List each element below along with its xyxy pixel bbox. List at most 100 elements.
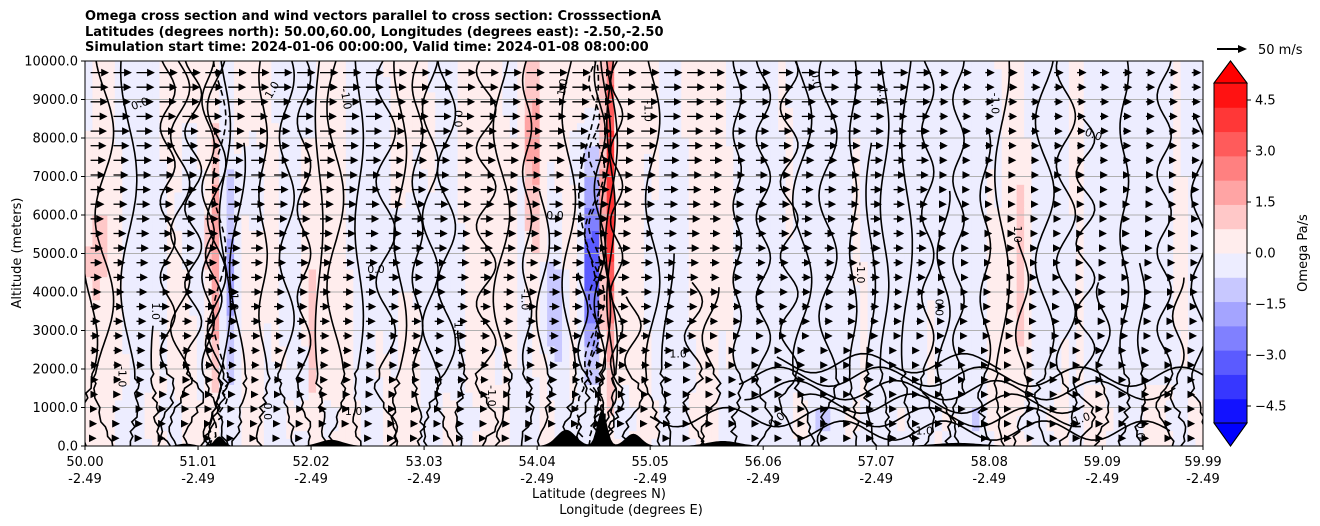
omega-cell bbox=[547, 369, 556, 378]
omega-cell bbox=[248, 230, 258, 239]
omega-cell bbox=[547, 353, 556, 362]
omega-cell bbox=[487, 161, 496, 170]
omega-cell bbox=[755, 245, 764, 255]
omega-cell bbox=[129, 430, 138, 439]
omega-cell bbox=[338, 322, 347, 332]
omega-cell bbox=[234, 361, 243, 370]
omega-cell bbox=[576, 245, 585, 255]
omega-cell bbox=[442, 338, 451, 347]
omega-cell bbox=[711, 315, 720, 324]
omega-cell bbox=[472, 392, 481, 401]
omega-cell bbox=[748, 292, 757, 301]
omega-cell bbox=[696, 330, 705, 339]
omega-cell bbox=[241, 399, 250, 409]
omega-cell bbox=[688, 399, 697, 409]
omega-cell bbox=[644, 130, 653, 139]
omega-cell bbox=[166, 161, 176, 170]
omega-cell bbox=[718, 238, 727, 247]
omega-cell bbox=[614, 222, 623, 231]
omega-cell bbox=[614, 61, 623, 70]
omega-cell bbox=[718, 292, 727, 301]
omega-cell bbox=[793, 315, 802, 324]
omega-cell bbox=[323, 330, 332, 339]
omega-cell bbox=[807, 207, 817, 216]
omega-cell bbox=[480, 207, 489, 216]
omega-cell bbox=[562, 91, 571, 101]
omega-cell bbox=[383, 99, 392, 108]
omega-cell bbox=[398, 161, 407, 170]
omega-cell bbox=[636, 215, 645, 224]
omega-cell bbox=[517, 384, 526, 393]
omega-cell bbox=[427, 245, 436, 255]
omega-cell bbox=[703, 222, 712, 231]
omega-cell bbox=[107, 353, 116, 362]
omega-cell bbox=[196, 276, 205, 285]
omega-cell bbox=[256, 399, 265, 409]
omega-cell bbox=[353, 322, 362, 332]
omega-cell bbox=[696, 253, 705, 262]
omega-cell bbox=[301, 130, 310, 139]
omega-cell bbox=[107, 376, 116, 385]
omega-cell bbox=[360, 392, 369, 401]
omega-cell bbox=[360, 438, 369, 446]
omega-cell bbox=[219, 76, 228, 85]
omega-cell bbox=[450, 130, 459, 139]
omega-cell bbox=[435, 222, 444, 231]
omega-cell bbox=[666, 322, 675, 332]
omega-cell bbox=[166, 284, 176, 293]
omega-cell bbox=[644, 122, 653, 131]
omega-cell bbox=[271, 261, 280, 270]
omega-cell bbox=[368, 130, 377, 139]
omega-cell bbox=[509, 184, 518, 193]
omega-cell bbox=[256, 430, 265, 439]
omega-cell bbox=[778, 338, 787, 347]
omega-cell bbox=[122, 392, 131, 401]
omega-cell bbox=[92, 384, 101, 393]
omega-cell bbox=[711, 61, 720, 70]
omega-cell bbox=[152, 276, 161, 285]
omega-cell bbox=[435, 107, 444, 116]
omega-cell bbox=[144, 422, 153, 432]
omega-cell bbox=[688, 76, 697, 85]
omega-cell bbox=[204, 61, 213, 70]
omega-cell bbox=[360, 222, 369, 231]
omega-cell bbox=[189, 315, 198, 324]
omega-cell bbox=[480, 114, 489, 124]
omega-cell bbox=[174, 230, 183, 239]
omega-cell bbox=[248, 207, 258, 216]
omega-cell bbox=[711, 168, 720, 178]
omega-cell bbox=[383, 361, 392, 370]
omega-cell bbox=[196, 222, 205, 231]
omega-cell bbox=[807, 184, 817, 193]
omega-cell bbox=[472, 138, 481, 147]
omega-cell bbox=[152, 107, 161, 116]
omega-cell bbox=[800, 91, 809, 101]
omega-cell bbox=[532, 207, 541, 216]
omega-cell bbox=[480, 253, 489, 262]
omega-cell bbox=[644, 315, 653, 324]
omega-cell bbox=[383, 322, 392, 332]
omega-cell bbox=[740, 369, 749, 378]
omega-cell bbox=[450, 384, 459, 393]
omega-cell bbox=[636, 84, 645, 93]
omega-cell bbox=[248, 191, 258, 201]
omega-cell bbox=[465, 307, 474, 316]
omega-cell bbox=[696, 299, 705, 308]
omega-cell bbox=[256, 307, 265, 316]
omega-cell bbox=[725, 215, 735, 224]
omega-cell bbox=[524, 168, 533, 178]
omega-cell bbox=[114, 315, 123, 324]
omega-cell bbox=[427, 215, 436, 224]
omega-cell bbox=[166, 345, 176, 355]
omega-cell bbox=[293, 353, 302, 362]
omega-cell bbox=[658, 114, 667, 124]
omega-cell bbox=[196, 184, 205, 193]
omega-cell bbox=[248, 222, 258, 231]
omega-cell bbox=[107, 238, 116, 247]
omega-cell bbox=[755, 114, 764, 124]
omega-cell bbox=[688, 330, 697, 339]
omega-cell bbox=[621, 153, 630, 162]
omega-cell bbox=[636, 153, 645, 162]
omega-cell bbox=[509, 369, 518, 378]
omega-cell bbox=[591, 99, 600, 108]
